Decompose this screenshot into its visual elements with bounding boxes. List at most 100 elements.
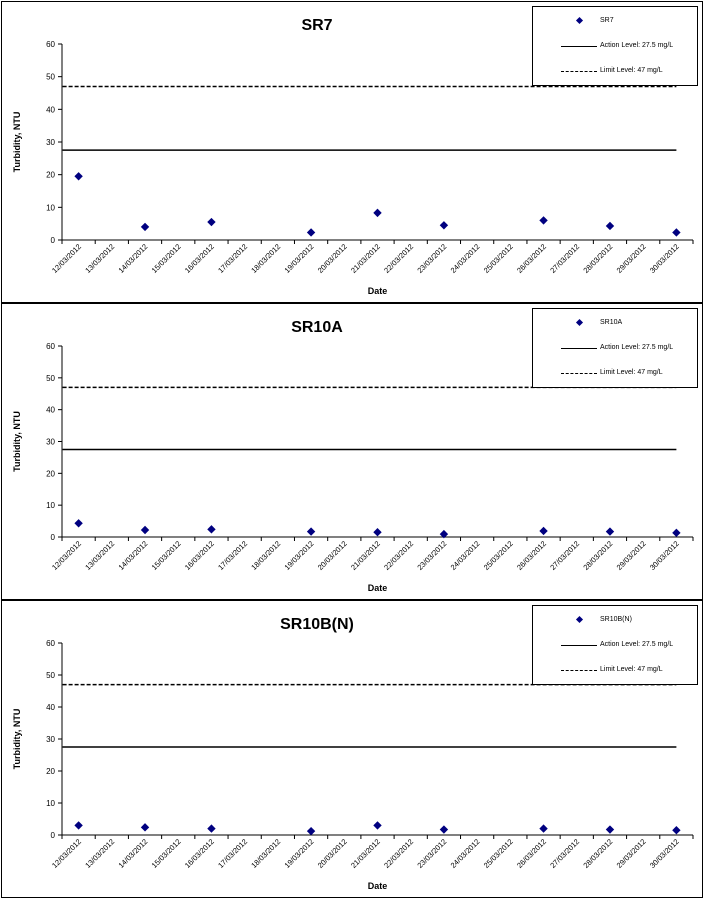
data-point-diamond bbox=[539, 824, 548, 833]
legend-label: SR7 bbox=[600, 17, 614, 24]
y-tick-label: 20 bbox=[46, 171, 55, 180]
y-axis-label: Turbidity, NTU bbox=[12, 112, 22, 173]
x-tick-label: 13/03/2012 bbox=[83, 539, 116, 572]
data-point-diamond bbox=[74, 821, 83, 830]
chart-svg-2: SR10A 0 10 20 30 40 50 60 12/03/2012 13/03/2012 14… bbox=[12, 319, 694, 593]
y-tick-label: 60 bbox=[46, 40, 55, 49]
data-point-diamond bbox=[439, 825, 449, 834]
y-tick-label: 30 bbox=[46, 438, 55, 447]
x-tick-label: 12/03/2012 bbox=[50, 837, 83, 870]
x-tick-label: 18/03/2012 bbox=[249, 242, 282, 275]
legend-label: SR10B(N) bbox=[600, 616, 632, 623]
x-tick-label: 23/03/2012 bbox=[415, 837, 448, 870]
x-tick-label: 16/03/2012 bbox=[183, 539, 216, 572]
chart-title: SR10A bbox=[291, 319, 343, 336]
x-axis-label: Date bbox=[368, 881, 388, 891]
data-point-diamond bbox=[439, 529, 449, 539]
x-tick-label: 14/03/2012 bbox=[117, 242, 150, 275]
y-tick-label: 10 bbox=[46, 501, 55, 510]
x-tick-label: 17/03/2012 bbox=[216, 539, 249, 572]
x-tick-label: 25/03/2012 bbox=[482, 837, 515, 870]
y-tick-label: 30 bbox=[46, 735, 55, 744]
data-point-diamond bbox=[207, 217, 216, 227]
x-tick-label: 18/03/2012 bbox=[249, 837, 282, 870]
x-tick-label: 23/03/2012 bbox=[415, 242, 448, 275]
x-tick-label: 20/03/2012 bbox=[316, 242, 349, 275]
legend-label: Action Level: 27.5 mg/L bbox=[600, 344, 674, 351]
legend-diamond-icon bbox=[575, 16, 584, 25]
x-tick-label: 27/03/2012 bbox=[548, 242, 581, 275]
data-point-diamond bbox=[140, 525, 150, 535]
legend-diamond-icon bbox=[575, 615, 584, 624]
data-point-diamond bbox=[539, 216, 548, 225]
y-tick-label: 50 bbox=[46, 374, 55, 383]
x-tick-label: 14/03/2012 bbox=[117, 837, 150, 870]
legend-solid-line-icon bbox=[561, 46, 597, 47]
x-tick-label: 14/03/2012 bbox=[117, 539, 150, 572]
x-tick-label: 17/03/2012 bbox=[216, 242, 249, 275]
data-point-diamond bbox=[539, 526, 548, 536]
chart-svg-1: SR7 0 10 20 30 40 50 60 12/03/2012 13/03/2012 14/0… bbox=[12, 17, 694, 296]
y-tick-label: 0 bbox=[51, 533, 56, 542]
x-tick-label: 19/03/2012 bbox=[283, 539, 316, 572]
x-tick-label: 15/03/2012 bbox=[150, 539, 183, 572]
x-tick-label: 24/03/2012 bbox=[449, 242, 482, 275]
x-tick-label: 15/03/2012 bbox=[150, 242, 183, 275]
y-tick-label: 0 bbox=[51, 236, 56, 245]
chart-svg-3: SR10B(N) 0 10 20 30 40 50 60 12/03/2012 13/03/201… bbox=[12, 616, 694, 891]
legend-label: SR10A bbox=[600, 319, 623, 326]
x-tick-label: 26/03/2012 bbox=[515, 539, 548, 572]
x-tick-label: 28/03/2012 bbox=[581, 837, 614, 870]
legend-item: Limit Level: 47 mg/L bbox=[533, 65, 697, 79]
y-tick-label: 20 bbox=[46, 469, 55, 478]
legend-dashed-line-icon bbox=[561, 373, 597, 374]
y-tick-label: 10 bbox=[46, 203, 55, 212]
x-tick-label: 16/03/2012 bbox=[183, 837, 216, 870]
legend-solid-line-icon bbox=[561, 645, 597, 646]
x-tick-label: 28/03/2012 bbox=[581, 539, 614, 572]
x-tick-label: 12/03/2012 bbox=[50, 539, 83, 572]
legend-label: Limit Level: 47 mg/L bbox=[600, 67, 663, 74]
x-tick-label: 30/03/2012 bbox=[648, 242, 681, 275]
y-axis-label: Turbidity, NTU bbox=[12, 709, 22, 770]
x-tick-label: 29/03/2012 bbox=[615, 837, 648, 870]
x-tick-label: 30/03/2012 bbox=[648, 837, 681, 870]
x-tick-label: 26/03/2012 bbox=[515, 242, 548, 275]
legend-label: Action Level: 27.5 mg/L bbox=[600, 42, 674, 49]
data-point-diamond bbox=[306, 527, 316, 536]
data-point-diamond bbox=[373, 821, 382, 830]
data-point-diamond bbox=[373, 528, 382, 537]
y-tick-label: 50 bbox=[46, 73, 55, 82]
x-tick-label: 25/03/2012 bbox=[482, 539, 515, 572]
legend: SR7 Action Level: 27.5 mg/L Limit Level: 4… bbox=[532, 6, 698, 86]
y-tick-label: 0 bbox=[51, 831, 56, 840]
x-tick-label: 20/03/2012 bbox=[316, 837, 349, 870]
data-point-diamond bbox=[672, 826, 681, 835]
x-tick-label: 13/03/2012 bbox=[83, 242, 116, 275]
legend-label: Limit Level: 47 mg/L bbox=[600, 666, 663, 673]
legend-item: SR10B(N) bbox=[533, 614, 697, 628]
data-point-diamond bbox=[605, 825, 615, 834]
x-tick-label: 20/03/2012 bbox=[316, 539, 349, 572]
x-tick-label: 27/03/2012 bbox=[548, 837, 581, 870]
legend-item: Action Level: 27.5 mg/L bbox=[533, 342, 697, 356]
legend-solid-line-icon bbox=[561, 348, 597, 349]
chart-title: SR10B(N) bbox=[280, 616, 354, 633]
data-point-diamond bbox=[373, 208, 382, 218]
legend-item: Action Level: 27.5 mg/L bbox=[533, 639, 697, 653]
x-tick-label: 22/03/2012 bbox=[382, 242, 415, 275]
x-tick-label: 18/03/2012 bbox=[249, 539, 282, 572]
x-axis-label: Date bbox=[368, 583, 388, 593]
x-tick-label: 22/03/2012 bbox=[382, 837, 415, 870]
y-tick-label: 50 bbox=[46, 671, 55, 680]
data-point-diamond bbox=[140, 222, 150, 232]
y-tick-label: 40 bbox=[46, 105, 55, 114]
legend: SR10A Action Level: 27.5 mg/L Limit Level:… bbox=[532, 308, 698, 388]
x-tick-label: 16/03/2012 bbox=[183, 242, 216, 275]
x-tick-label: 27/03/2012 bbox=[548, 539, 581, 572]
data-point-diamond bbox=[306, 826, 316, 836]
x-tick-label: 19/03/2012 bbox=[283, 837, 316, 870]
legend-label: Limit Level: 47 mg/L bbox=[600, 369, 663, 376]
x-tick-label: 13/03/2012 bbox=[83, 837, 116, 870]
chart-panel-2: SR10A 0 10 20 30 40 50 60 12/03/2012 13/03/2012 14… bbox=[1, 303, 703, 600]
